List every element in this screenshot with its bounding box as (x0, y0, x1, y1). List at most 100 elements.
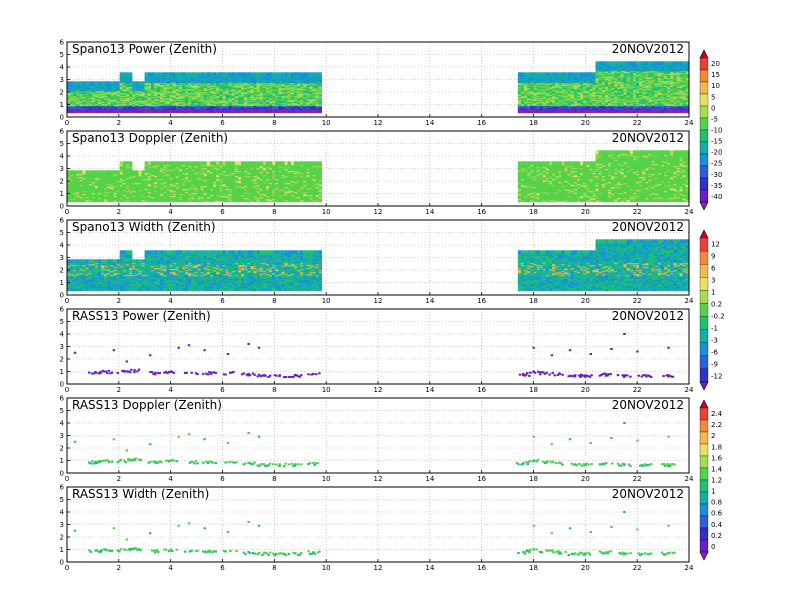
heatmap-cell (82, 81, 86, 86)
heatmap-cell (110, 81, 114, 86)
heatmap-cell (657, 61, 661, 66)
heatmap-cell (561, 72, 565, 77)
heatmap-cell (228, 72, 232, 77)
heatmap-cell (661, 61, 665, 66)
heatmap-cell (539, 72, 543, 77)
heatmap-cell (210, 72, 214, 77)
heatmap-cell (269, 72, 273, 77)
heatmap-cell (626, 61, 630, 66)
heatmap-cell (266, 72, 270, 77)
heatmap-cell (185, 72, 189, 77)
heatmap-cell (119, 72, 123, 77)
heatmap-cell (527, 72, 531, 77)
heatmap-cell (306, 72, 310, 77)
heatmap-cell (290, 72, 294, 77)
heatmap-cell (524, 72, 528, 77)
heatmap-cell (592, 72, 596, 77)
heatmap-cell (150, 72, 154, 77)
heatmap-cell (639, 61, 643, 66)
heatmap-cell (113, 81, 117, 86)
heatmap-cell (138, 81, 142, 86)
heatmap-cell (617, 61, 621, 66)
heatmap-cell (297, 72, 301, 77)
heatmap-cell (94, 81, 98, 86)
heatmap-cell (206, 72, 210, 77)
heatmap-cell (577, 72, 581, 77)
heatmap-cell (135, 81, 139, 86)
heatmap-cell (73, 81, 77, 86)
heatmap-cell (530, 72, 534, 77)
heatmap-cell (194, 72, 198, 77)
heatmap-cell (517, 72, 521, 77)
heatmap-cell (536, 72, 540, 77)
heatmap-cell (315, 72, 319, 77)
heatmap-cell (222, 72, 226, 77)
heatmap-cell (651, 61, 655, 66)
heatmap-cell (231, 72, 235, 77)
heatmap-cell (241, 72, 245, 77)
heatmap-cell (182, 72, 186, 77)
heatmap-cell (278, 72, 282, 77)
heatmap-cell (203, 72, 207, 77)
heatmap-cell (300, 72, 304, 77)
heatmap-cell (601, 61, 605, 66)
heatmap-cell (116, 81, 120, 86)
heatmap-cell (172, 72, 176, 77)
heatmap-cell (262, 72, 266, 77)
heatmap-cell (154, 72, 158, 77)
heatmap-cell (197, 72, 201, 77)
heatmap-cell (250, 72, 254, 77)
heatmap-cell (144, 72, 148, 77)
heatmap-cell (188, 72, 192, 77)
heatmap-cell (163, 72, 167, 77)
heatmap-cell (567, 72, 571, 77)
heatmap-cell (552, 72, 556, 77)
heatmap-cell (141, 81, 145, 86)
heatmap-cell (284, 72, 288, 77)
heatmap-cell (79, 81, 83, 86)
heatmap-cell (169, 72, 173, 77)
heatmap-cell (101, 81, 105, 86)
heatmap-cell (234, 72, 238, 77)
heatmap-cell (318, 72, 322, 77)
heatmap-segment (67, 72, 322, 114)
heatmap-cell (216, 72, 220, 77)
heatmap-cell (629, 61, 633, 66)
heatmap-cell (157, 72, 161, 77)
heatmap-cell (542, 72, 546, 77)
heatmap-cell (555, 72, 559, 77)
heatmap-cell (275, 72, 279, 77)
heatmap-segment (517, 61, 689, 114)
heatmap-cell (595, 61, 599, 66)
heatmap-cell (85, 81, 89, 86)
heatmap-cell (160, 72, 164, 77)
heatmap-cell (573, 72, 577, 77)
heatmap-cell (545, 72, 549, 77)
heatmap-cell (605, 61, 609, 66)
heatmap-cell (586, 72, 590, 77)
heatmap-cell (611, 61, 615, 66)
heatmap-cell (623, 61, 627, 66)
heatmap-cell (259, 72, 263, 77)
heatmap-cell (147, 72, 151, 77)
heatmap-cell (91, 81, 95, 86)
heatmap-cell (122, 72, 126, 77)
heatmap-cell (654, 61, 658, 66)
heatmap-cell (175, 72, 179, 77)
heatmap-cell (178, 72, 182, 77)
heatmap-cell (570, 72, 574, 77)
heatmap-cell (225, 72, 229, 77)
heatmap-cell (104, 81, 108, 86)
heatmap-cell (287, 72, 291, 77)
heatmap-cell (533, 72, 537, 77)
heatmap-cell (107, 81, 111, 86)
heatmap-cell (132, 81, 136, 86)
heatmap-cell (645, 61, 649, 66)
heatmap-cell (564, 72, 568, 77)
heatmap-cell (126, 72, 130, 77)
heatmap-cell (166, 72, 170, 77)
heatmap-cell (636, 61, 640, 66)
heatmap-cell (642, 61, 646, 66)
heatmap-cell (200, 72, 204, 77)
